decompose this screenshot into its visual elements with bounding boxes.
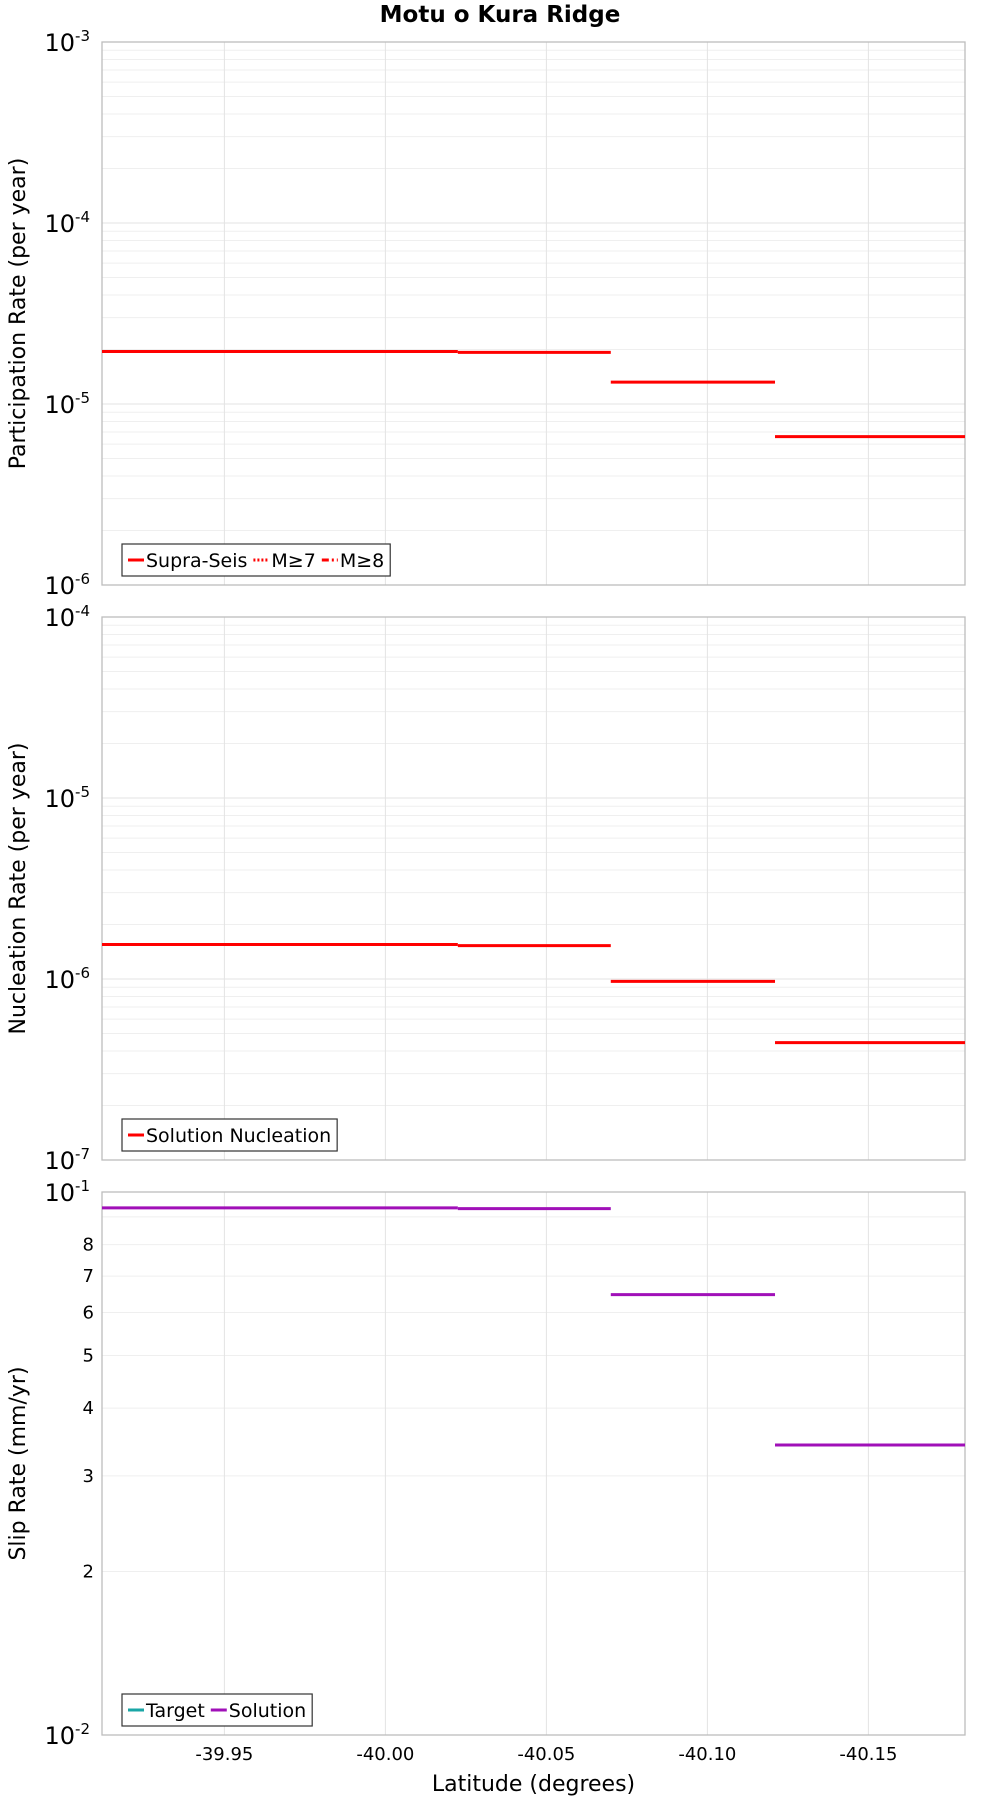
legend-label: M≥7 (271, 550, 315, 572)
y-tick-label: 10-4 (44, 602, 90, 632)
legend-label: Supra-Seis (146, 550, 247, 572)
y-tick-label: 10-7 (44, 1145, 90, 1175)
y-minor-tick-label: 2 (83, 1562, 94, 1583)
y-minor-tick-label: 5 (83, 1345, 94, 1366)
y-tick-label: 10-1 (44, 1177, 90, 1207)
x-tick-label: -40.15 (839, 1744, 897, 1765)
y-minor-tick-label: 4 (83, 1398, 94, 1419)
participation-rate-panel: 10-3 10-4 10-5 10-6 Participation Rate (per … (6, 27, 966, 600)
legend-label: Target (145, 1700, 205, 1722)
legend-box (121, 543, 391, 577)
x-axis-label: Latitude (degrees) (432, 1772, 635, 1797)
plot-frame (101, 41, 966, 586)
legend-label: Solution Nucleation (146, 1125, 331, 1147)
figure-title: Motu o Kura Ridge (380, 2, 621, 28)
legend-label: Solution (229, 1700, 306, 1722)
nucleation-rate-panel: 10-4 10-5 10-6 10-7 Nucleation Rate (per yea… (6, 602, 966, 1175)
y-axis-label: Slip Rate (mm/yr) (6, 1366, 31, 1560)
y-tick-label: 10-6 (44, 964, 90, 994)
plot-frame (101, 1191, 966, 1736)
y-minor-tick-label: 8 (83, 1235, 94, 1256)
y-tick-label: 10-2 (44, 1720, 90, 1750)
y-minor-tick-label: 6 (83, 1302, 94, 1323)
y-minor-tick-label: 7 (83, 1266, 94, 1287)
y-tick-label: 10-5 (44, 389, 90, 419)
legend-label: M≥8 (340, 550, 384, 572)
x-tick-label: -40.00 (356, 1744, 414, 1765)
legend: Solution Nucleation (121, 1118, 338, 1152)
y-axis-label: Participation Rate (per year) (6, 158, 31, 470)
plot-area (102, 42, 965, 585)
y-tick-label: 10-6 (44, 570, 90, 600)
plot-area (102, 617, 965, 1160)
y-tick-label: 10-5 (44, 783, 90, 813)
y-minor-tick-label: 3 (83, 1466, 94, 1487)
x-tick-label: -40.05 (517, 1744, 575, 1765)
y-axis-label: Nucleation Rate (per year) (6, 743, 31, 1035)
slip-rate-panel: 10-1 10-2 8 7 6 5 4 3 2 Slip Rate (mm/yr) Target So… (6, 1177, 966, 1797)
x-tick-label: -40.10 (678, 1744, 736, 1765)
plot-area (102, 1192, 965, 1735)
plot-frame (101, 616, 966, 1161)
y-tick-label: 10-4 (44, 208, 90, 238)
legend: Supra-Seis M≥7 M≥8 (121, 543, 391, 577)
x-tick-label: -39.95 (195, 1744, 253, 1765)
legend: Target Solution (121, 1693, 313, 1727)
y-tick-label: 10-3 (44, 27, 90, 57)
legend-box (121, 1118, 338, 1152)
